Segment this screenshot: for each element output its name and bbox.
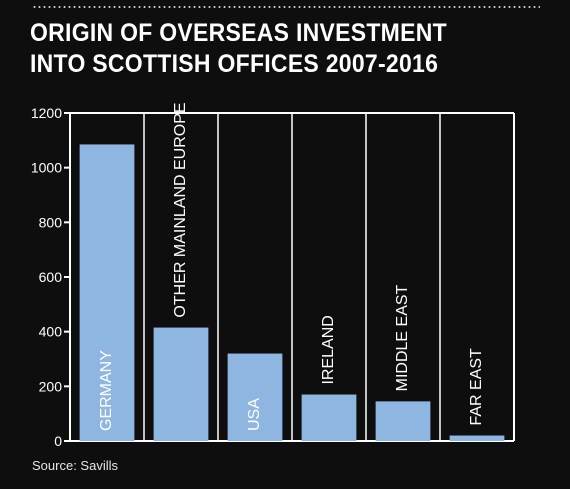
category-labels: GERMANY OTHER MAINLAND EUROPE USA IRELAND MI… [98,102,485,431]
bar-usa [227,353,283,441]
y-tick-label: 1200 [31,105,62,121]
y-tick-label: 400 [39,324,63,340]
y-tick-label: 1000 [31,160,62,176]
chart-title: ORIGIN OF OVERSEAS INVESTMENT INTO SCOTT… [30,18,447,80]
y-tick-label: 0 [54,433,62,449]
chart-title-line1: ORIGIN OF OVERSEAS INVESTMENT [30,19,447,47]
y-tick-label: 800 [39,214,63,230]
y-tick-label: 600 [39,269,63,285]
chart-title-line2: INTO SCOTTISH OFFICES 2007-2016 [30,50,439,78]
dotted-rule [32,6,540,8]
chart-axes [69,112,515,442]
category-label: FAR EAST [468,348,485,426]
y-tick-label: 200 [39,378,63,394]
bar-germany [79,144,135,441]
category-label: OTHER MAINLAND EUROPE [172,102,189,317]
bar-other-mainland-europe [153,327,209,441]
category-label: USA [246,398,263,431]
category-label: IRELAND [320,315,337,384]
source-note: Source: Savills [32,458,118,473]
y-tick-labels: 0 200 400 600 800 1000 1200 [31,105,70,449]
bar-far-east [449,435,505,441]
bar-middle-east [375,401,431,441]
bar-ireland [301,394,357,441]
category-label: MIDDLE EAST [394,284,411,391]
category-label: GERMANY [98,350,115,431]
chart-bars [79,144,505,441]
